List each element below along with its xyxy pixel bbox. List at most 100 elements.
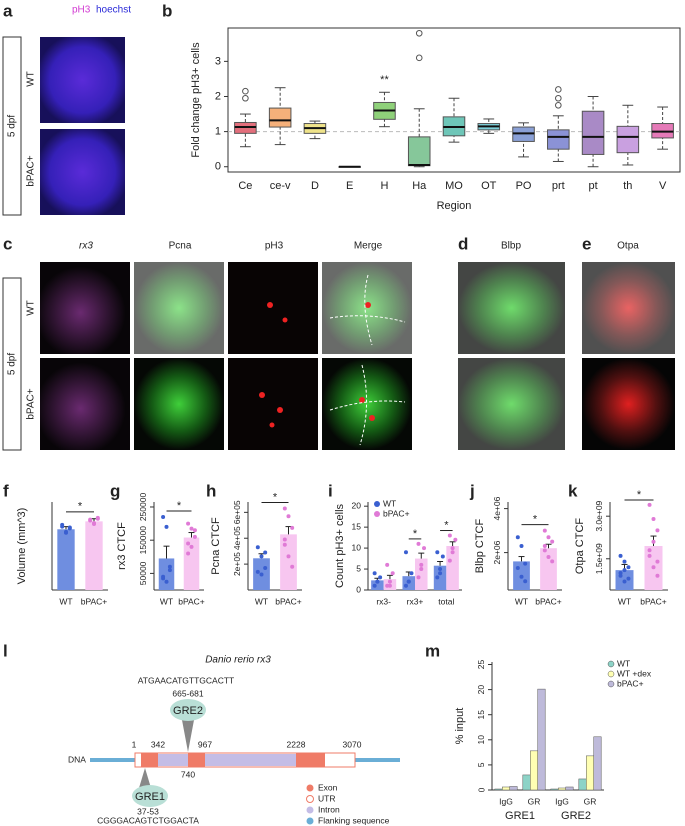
y-tick-label: 3.0e+09 xyxy=(594,500,604,531)
data-point xyxy=(403,550,408,555)
data-point xyxy=(618,553,623,558)
annotation: ** xyxy=(380,74,389,86)
data-point xyxy=(390,571,395,576)
data-point xyxy=(447,533,452,538)
x-tick-label: total xyxy=(438,596,454,606)
panel-letter: f xyxy=(3,481,9,500)
strand-label: DNA xyxy=(68,754,86,764)
data-point xyxy=(189,526,194,531)
y-tick-label: 1 xyxy=(215,126,221,138)
legend-label: bPAC+ xyxy=(383,508,410,518)
cell xyxy=(277,407,283,413)
exon xyxy=(296,753,325,767)
stage-box xyxy=(2,36,22,216)
data-point xyxy=(550,559,555,564)
outlier xyxy=(242,94,249,102)
data-point xyxy=(450,550,455,555)
outlier xyxy=(555,101,562,109)
legend-label: WT xyxy=(617,658,630,668)
data-point xyxy=(438,567,443,572)
y-axis-label: Blbp CTCF xyxy=(474,519,486,574)
x-tick-label: Ha xyxy=(412,180,427,192)
x-tick-label: bPAC+ xyxy=(640,596,667,606)
column-label: Otpa xyxy=(617,241,639,252)
pointer xyxy=(139,768,151,788)
micrograph xyxy=(228,358,318,450)
x-tick-label: WT xyxy=(59,596,72,606)
panel-letter: m xyxy=(425,641,440,660)
data-point xyxy=(192,528,197,533)
gre-range: 37-53 xyxy=(137,806,159,816)
data-point xyxy=(523,579,528,584)
legend-marker xyxy=(607,660,615,668)
micrograph xyxy=(40,129,125,215)
micrograph xyxy=(582,358,675,450)
y-tick-label: 3 xyxy=(215,55,221,67)
data-point xyxy=(95,516,100,521)
data-point xyxy=(435,550,440,555)
data-point xyxy=(378,575,383,580)
data-point xyxy=(161,576,166,581)
y-axis-label: rx3 CTCF xyxy=(116,522,128,570)
data-point xyxy=(655,559,660,564)
y-tick-label: 15 xyxy=(476,710,486,720)
column-label: rx3 xyxy=(79,241,93,252)
data-point xyxy=(416,541,421,546)
data-point xyxy=(651,565,656,570)
diagram-title: Danio rerio rx3 xyxy=(205,655,271,666)
legend-marker xyxy=(306,784,314,792)
bar xyxy=(415,558,428,590)
x-tick-label: WT xyxy=(618,596,631,606)
data-point xyxy=(186,541,191,546)
legend-marker xyxy=(607,670,615,678)
stain-label: pH3 xyxy=(72,5,91,16)
data-point xyxy=(372,571,377,576)
annotation: * xyxy=(273,491,278,503)
x-tick-label: PO xyxy=(516,180,532,192)
outline xyxy=(329,274,406,446)
micrograph-grid xyxy=(40,262,412,450)
x-tick-label: H xyxy=(380,180,388,192)
y-tick-label: 250000 xyxy=(138,493,148,522)
sequence: ATGAACATGTTGCACTT xyxy=(138,675,235,685)
data-point xyxy=(60,522,65,527)
exon xyxy=(188,753,205,767)
data-point xyxy=(186,551,191,556)
stage-label: 5 dpf xyxy=(7,353,18,375)
data-point xyxy=(282,542,287,547)
data-point xyxy=(192,534,197,539)
gre-label: GRE1 xyxy=(135,791,165,803)
y-tick-label: 4e+06 xyxy=(492,496,502,520)
y-axis-label: Fold change pH3+ cells xyxy=(190,42,202,158)
data-point xyxy=(290,564,295,569)
x-tick-label: WT xyxy=(160,596,173,606)
legend-label: Intron xyxy=(318,804,340,814)
bar xyxy=(509,786,518,791)
cell xyxy=(359,397,365,403)
y-axis-label: Count pH3+ cells xyxy=(334,503,346,588)
data-point xyxy=(515,566,520,570)
legend-label: bPAC+ xyxy=(617,678,644,688)
data-point xyxy=(416,575,421,580)
outlier xyxy=(415,54,423,62)
stain-label: hoechst xyxy=(96,5,131,16)
legend-label: Flanking sequence xyxy=(318,815,390,825)
bar xyxy=(537,688,546,791)
y-tick-label: 20 xyxy=(352,500,362,510)
data-point xyxy=(435,575,440,580)
y-tick-label: 0 xyxy=(215,161,221,173)
position-label: 967 xyxy=(198,739,212,749)
micrograph xyxy=(228,262,318,354)
data-point xyxy=(255,569,260,574)
box xyxy=(616,125,640,154)
position-label: 2228 xyxy=(287,739,306,749)
data-point xyxy=(286,554,291,559)
x-tick-label: WT xyxy=(515,596,528,606)
x-tick-label: WT xyxy=(255,596,268,606)
position-label: 3070 xyxy=(343,739,362,749)
y-tick-label: 2e+06 xyxy=(492,540,502,564)
data-point xyxy=(618,573,623,578)
data-point xyxy=(282,506,287,511)
data-point xyxy=(186,521,191,526)
gre-badge xyxy=(170,699,206,721)
